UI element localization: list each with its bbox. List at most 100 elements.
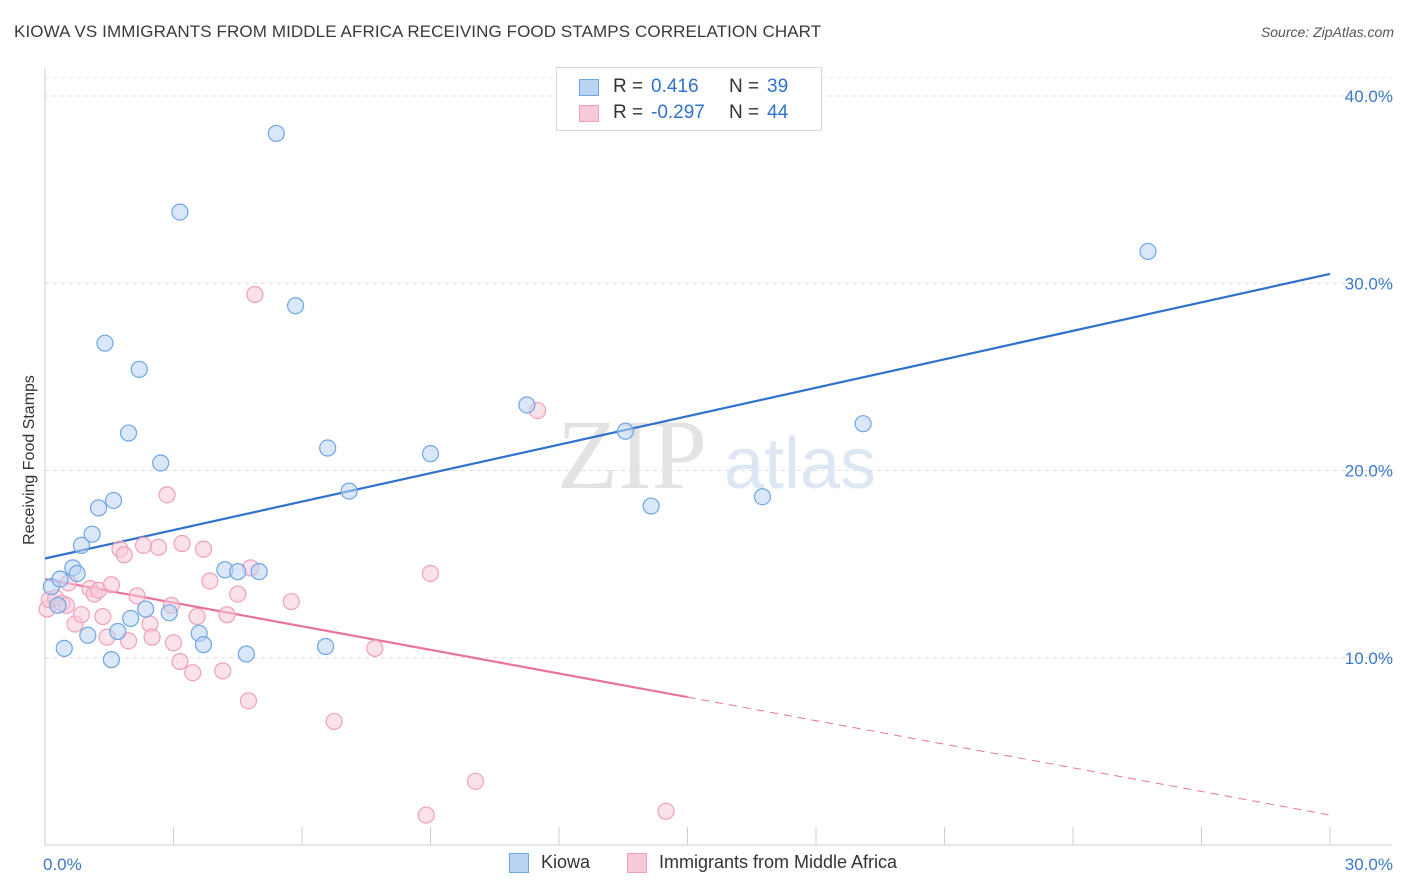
immigrants-point: [173, 534, 191, 553]
kiowa-point: [250, 563, 268, 581]
legend-swatch-kiowa: [579, 78, 599, 96]
legend-row-immigrants: R = -0.297 N = 44: [557, 101, 788, 125]
immigrants-point: [143, 628, 161, 646]
kiowa-point: [83, 525, 101, 543]
series-legend-kiowa: Kiowa: [509, 852, 590, 873]
immigrants-point: [184, 664, 202, 682]
immigrants-point: [134, 536, 153, 555]
immigrants-point: [246, 285, 264, 304]
immigrants-point: [194, 540, 213, 558]
trendlines: [44, 272, 1331, 816]
immigrants-point: [239, 692, 258, 710]
kiowa-point: [1139, 242, 1157, 261]
y-tick-label: 40.0%: [1345, 87, 1393, 106]
legend-n-label: N =: [729, 102, 760, 123]
kiowa-point: [119, 424, 138, 442]
kiowa-point: [160, 604, 178, 622]
immigrants-point: [218, 606, 236, 624]
y-tick-label: 10.0%: [1345, 649, 1393, 668]
legend-n-value: 44: [767, 102, 789, 123]
legend-r-label: R =: [613, 102, 644, 123]
watermark-zip: ZIP: [557, 399, 707, 510]
legend-n-label: N =: [729, 76, 760, 97]
legend-row-kiowa: R = 0.416 N = 39: [557, 75, 788, 99]
immigrants-point: [466, 772, 485, 790]
legend-r-value: 0.416: [651, 76, 699, 97]
kiowa-point: [72, 536, 91, 555]
kiowa-point: [55, 639, 73, 657]
kiowa-point: [319, 439, 337, 457]
kiowa-point: [51, 570, 69, 588]
watermark-atlas: atlas: [724, 424, 876, 504]
immigrants-point: [94, 607, 112, 626]
series-label-immigrants: Immigrants from Middle Africa: [659, 852, 898, 872]
y-tick-label: 20.0%: [1345, 462, 1393, 481]
immigrants-point: [171, 652, 189, 671]
immigrants-point: [325, 712, 343, 731]
legend-r-value: -0.297: [651, 102, 705, 123]
source-label: Source: ZipAtlas.com: [1260, 24, 1394, 40]
correlation-legend: R = 0.416 N = 39 R = -0.297 N = 44: [556, 67, 822, 131]
kiowa-point: [267, 124, 285, 143]
kiowa-point: [854, 415, 872, 433]
y-tick-label: 30.0%: [1345, 274, 1393, 293]
immigrants-trendline: [44, 578, 688, 699]
series-legend: Kiowa Immigrants from Middle Africa: [0, 852, 1406, 878]
immigrants-point: [72, 606, 91, 624]
immigrants-point: [164, 634, 183, 652]
x-tick-label: 0.0%: [43, 855, 82, 874]
series-swatch-kiowa: [509, 852, 529, 873]
kiowa-point: [122, 609, 140, 628]
legend-r-label: R =: [613, 76, 644, 97]
kiowa-point: [102, 651, 120, 669]
immigrants-point: [201, 572, 219, 590]
immigrants-trendline-extension: [687, 696, 1331, 816]
kiowa-point: [152, 454, 170, 472]
watermark: ZIP atlas: [557, 399, 876, 510]
y-axis-label: Receiving Food Stamps: [21, 375, 38, 545]
immigrants-point: [115, 546, 133, 564]
kiowa-trendline: [44, 272, 1331, 560]
kiowa-point: [109, 622, 127, 641]
kiowa-point: [49, 596, 67, 614]
kiowa-point: [137, 600, 155, 618]
kiowa-point: [237, 645, 255, 663]
kiowa-point: [421, 445, 440, 463]
immigrants-point: [282, 592, 300, 611]
kiowa-point: [753, 488, 772, 506]
chart-title: KIOWA VS IMMIGRANTS FROM MIDDLE AFRICA R…: [14, 22, 822, 41]
legend-swatch-immigrants: [579, 104, 599, 122]
kiowa-point: [316, 637, 335, 656]
immigrants-point: [102, 576, 120, 594]
series-swatch-immigrants: [627, 852, 647, 873]
immigrants-point: [657, 802, 675, 820]
kiowa-point: [104, 491, 123, 510]
kiowa-point: [194, 636, 213, 654]
kiowa-point: [340, 482, 358, 500]
kiowa-point: [518, 396, 536, 414]
immigrants-point: [417, 806, 435, 824]
immigrants-point: [158, 486, 176, 504]
data-points: [38, 124, 1157, 824]
x-tick-label: 30.0%: [1345, 855, 1393, 874]
immigrants-point: [421, 564, 440, 583]
kiowa-point: [229, 563, 247, 581]
series-label-kiowa: Kiowa: [541, 852, 591, 872]
legend-n-value: 39: [767, 76, 789, 97]
immigrants-point: [149, 538, 168, 556]
kiowa-point: [96, 334, 114, 352]
kiowa-point: [616, 422, 634, 440]
immigrants-point: [214, 662, 232, 680]
kiowa-point: [79, 626, 97, 644]
tick-labels: 10.0% 20.0% 30.0% 40.0% 0.0% 30.0%: [43, 87, 1393, 874]
immigrants-point: [188, 607, 206, 626]
kiowa-point: [89, 499, 108, 517]
kiowa-point: [68, 564, 86, 583]
kiowa-point: [642, 497, 660, 515]
kiowa-point: [286, 297, 305, 315]
immigrants-point: [366, 639, 384, 657]
series-legend-immigrants: Immigrants from Middle Africa: [627, 852, 897, 873]
axes: [44, 68, 1392, 846]
kiowa-point: [171, 203, 189, 221]
